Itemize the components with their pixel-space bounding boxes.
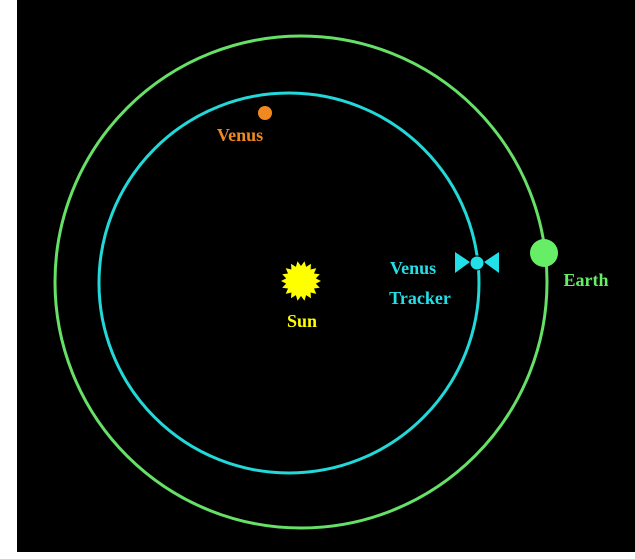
venus-label: Venus [217, 125, 263, 145]
earth-planet [530, 239, 558, 267]
venus-planet [258, 106, 272, 120]
tracker-body [470, 256, 484, 270]
page: {"labels": {"venus": "Venus", "sun": "Su… [0, 0, 635, 559]
tracker-label: Tracker [389, 288, 451, 308]
sun-core [287, 267, 315, 295]
tracker-label: Venus [390, 258, 436, 278]
orbit-diagram: Venus Sun Venus Tracker Earth [0, 0, 635, 559]
sun-label: Sun [287, 311, 317, 331]
earth-label: Earth [564, 270, 609, 290]
